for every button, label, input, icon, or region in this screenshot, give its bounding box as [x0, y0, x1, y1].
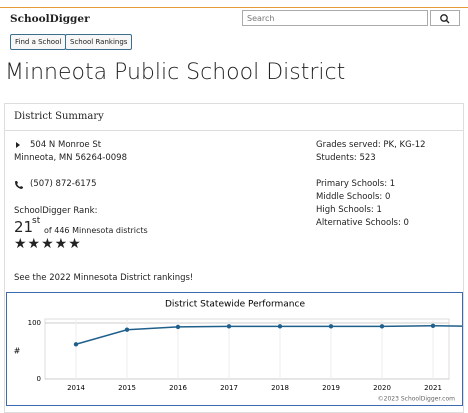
- point: [328, 324, 334, 329]
- nav-button[interactable]: School Rankings: [65, 34, 133, 50]
- point: [226, 324, 232, 329]
- phone-icon: [15, 181, 23, 189]
- y-tick-label: 0: [37, 375, 41, 383]
- x-tick-label: 2019: [322, 384, 340, 392]
- y-tick-label: 100: [28, 319, 41, 327]
- rank-label: SchoolDigger Rank:: [14, 206, 98, 216]
- address-line: Minneota, MN 56264-0098: [14, 153, 127, 163]
- page-title: Minneota Public School District: [5, 60, 346, 85]
- divider: [5, 130, 463, 131]
- point: [175, 324, 181, 330]
- x-tick-label: 2015: [118, 384, 136, 392]
- grades: Grades served: PK, KG-12: [316, 140, 426, 150]
- x-tick-label: 2018: [271, 384, 289, 392]
- search-input[interactable]: Search: [242, 10, 428, 26]
- panel-heading: District Summary: [14, 111, 104, 122]
- address-line: 504 N Monroe St: [30, 140, 102, 150]
- x-tick-label: 2017: [220, 384, 238, 392]
- chart-title: District Statewide Performance: [165, 300, 305, 310]
- school-count: Primary Schools: 1: [316, 179, 396, 189]
- rank-text: of 446 Minnesota districts: [44, 226, 148, 235]
- x-tick-label: 2016: [169, 384, 187, 392]
- logo[interactable]: SchoolDigger: [10, 13, 90, 25]
- chart: District Statewide Performance # ©2023 S…: [6, 292, 463, 406]
- point: [73, 342, 79, 347]
- school-count: High Schools: 1: [316, 205, 382, 215]
- school-count: Alternative Schools: 0: [316, 218, 409, 228]
- x-tick-label: 2020: [373, 384, 391, 392]
- point: [379, 324, 385, 329]
- school-count: Middle Schools: 0: [316, 192, 391, 202]
- plot-area: [44, 318, 450, 380]
- point: [430, 323, 436, 328]
- y-axis-label: #: [14, 347, 21, 356]
- credit: ©2023 SchoolDigger.com: [378, 396, 455, 403]
- rank-number: 21: [14, 218, 34, 236]
- rankings-link[interactable]: See the 2022 Minnesota District rankings…: [14, 273, 194, 283]
- navbar: [0, 7, 468, 34]
- point: [277, 324, 283, 329]
- students: Students: 523: [316, 153, 376, 163]
- nav-button[interactable]: Find a School: [10, 34, 67, 50]
- phone: (507) 872-6175: [30, 179, 97, 189]
- point: [124, 327, 130, 332]
- x-tick-label: 2014: [67, 384, 85, 392]
- search-icon: [440, 14, 450, 24]
- x-tick-label: 2021: [424, 384, 442, 392]
- rank-suffix: st: [32, 216, 41, 226]
- search-button[interactable]: [430, 10, 460, 26]
- line: [75, 325, 462, 346]
- stars: ★★★★★: [14, 236, 82, 252]
- location-icon: [16, 142, 20, 148]
